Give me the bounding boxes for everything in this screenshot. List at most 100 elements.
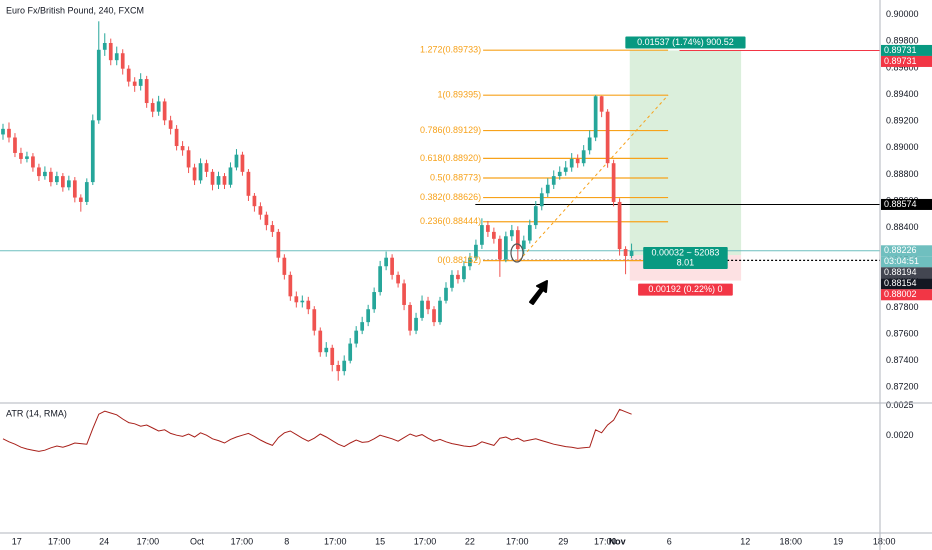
fib-label: 0.786(0.89129) xyxy=(420,125,481,135)
candle-body xyxy=(168,120,173,129)
candle-body xyxy=(318,330,323,353)
y-tick-label: 0.89600 xyxy=(886,62,919,72)
position-stop-label: 0.00192 (0.22%) 0 xyxy=(648,284,722,294)
x-tick-label: 8 xyxy=(284,536,289,546)
fib-trend-line xyxy=(518,94,669,261)
candle-body xyxy=(480,225,484,245)
y-tick-label: 0.87400 xyxy=(886,355,919,365)
x-tick-label: 17:00 xyxy=(231,536,254,546)
price-tag: 0.88154 xyxy=(884,278,917,288)
candle-body xyxy=(396,274,400,284)
candle-body xyxy=(288,274,293,297)
fib-label: 0.5(0.88773) xyxy=(430,172,481,182)
candle-body xyxy=(108,42,113,61)
candle-body xyxy=(456,274,460,280)
x-tick-label: 24 xyxy=(99,536,109,546)
candle-body xyxy=(144,79,149,104)
candle-body xyxy=(551,176,556,185)
circle-annotation xyxy=(510,243,524,263)
candle-body xyxy=(378,266,382,293)
price-tag-box xyxy=(881,267,932,279)
candle-body xyxy=(557,171,562,177)
candle-body xyxy=(156,101,161,112)
candle-body xyxy=(336,364,341,372)
candle-body xyxy=(593,96,598,138)
candle-body xyxy=(138,79,143,86)
fib-label: 0(0.88152) xyxy=(438,255,482,265)
y-tick-label: 0.88800 xyxy=(886,169,919,179)
candle-body xyxy=(521,240,526,250)
x-tick-label: Nov xyxy=(609,536,626,546)
candle-body xyxy=(569,158,574,168)
y-tick-label: 0.87600 xyxy=(886,328,919,338)
candle-body xyxy=(342,360,347,372)
candle-body xyxy=(515,230,520,250)
candle-body xyxy=(486,225,490,232)
candle-body xyxy=(509,230,514,237)
price-tag: 0.89731 xyxy=(884,45,917,55)
candle-body xyxy=(282,257,287,275)
arrow-annotation xyxy=(529,280,548,305)
candle-body xyxy=(300,300,305,303)
chart-title: Euro Fx/British Pound, 240, FXCM xyxy=(6,5,144,15)
price-tag-box xyxy=(881,278,932,290)
candle-body xyxy=(539,193,544,207)
price-tag-box xyxy=(881,245,932,257)
candle-body xyxy=(270,225,275,232)
candle-body xyxy=(126,68,131,82)
position-target-label-box xyxy=(625,36,746,49)
candle-body xyxy=(258,206,263,215)
y-tick-label: 0.89800 xyxy=(886,36,919,46)
candle-body xyxy=(444,287,448,301)
candle-body xyxy=(150,103,155,112)
fib-label: 0.236(0.88444) xyxy=(420,216,481,226)
y-tick-label: 0.0020 xyxy=(886,430,914,440)
fib-label: 0.618(0.88920) xyxy=(420,153,481,163)
candle-body xyxy=(581,150,586,164)
candle-body xyxy=(533,206,538,226)
price-tag: 0.88002 xyxy=(884,289,917,299)
candle-body xyxy=(474,244,478,258)
candle-body xyxy=(498,238,502,260)
y-tick-label: 0.90000 xyxy=(886,9,919,19)
candle-body xyxy=(84,182,89,202)
atr-line xyxy=(2,408,632,452)
y-tick-label: 0.89000 xyxy=(886,142,919,152)
candle-body xyxy=(222,176,227,185)
price-tag-box xyxy=(881,44,932,56)
candle-body xyxy=(216,176,221,185)
overlays: 17 17:00 24 17:00 Oct 17:00 8 17:00 15 17:00 22 17:… xyxy=(12,9,932,546)
candle-body xyxy=(96,49,101,121)
x-tick-label: 19 xyxy=(833,536,843,546)
candle-body xyxy=(432,309,436,323)
candle-body xyxy=(78,197,83,202)
candle-body xyxy=(587,137,592,151)
candle-body xyxy=(438,300,442,323)
candle-body xyxy=(66,180,71,188)
candle-body xyxy=(186,150,191,168)
x-tick-label: 17:00 xyxy=(48,536,71,546)
candle-body xyxy=(617,201,622,250)
position-profit-zone xyxy=(629,50,742,256)
candle-body xyxy=(402,283,406,305)
position-stop-label-box xyxy=(638,283,733,296)
x-tick-label: 18:00 xyxy=(780,536,803,546)
candle-body xyxy=(426,300,430,310)
candle-body xyxy=(19,152,23,159)
candle-body xyxy=(13,137,17,153)
price-tag: 0.88226 xyxy=(884,245,917,255)
candle-body xyxy=(312,309,317,331)
x-tick-label: 22 xyxy=(465,536,475,546)
candle-body xyxy=(503,236,508,260)
price-tag: 0.88194 xyxy=(884,267,917,277)
y-tick-label: 0.87800 xyxy=(886,302,919,312)
position-center-label: 8.01 xyxy=(677,257,695,267)
candle-body xyxy=(390,257,394,275)
marks xyxy=(0,21,880,452)
candle-body xyxy=(354,330,359,344)
candle-body xyxy=(563,167,568,172)
candle-body xyxy=(49,171,53,183)
candle-body xyxy=(414,317,418,331)
